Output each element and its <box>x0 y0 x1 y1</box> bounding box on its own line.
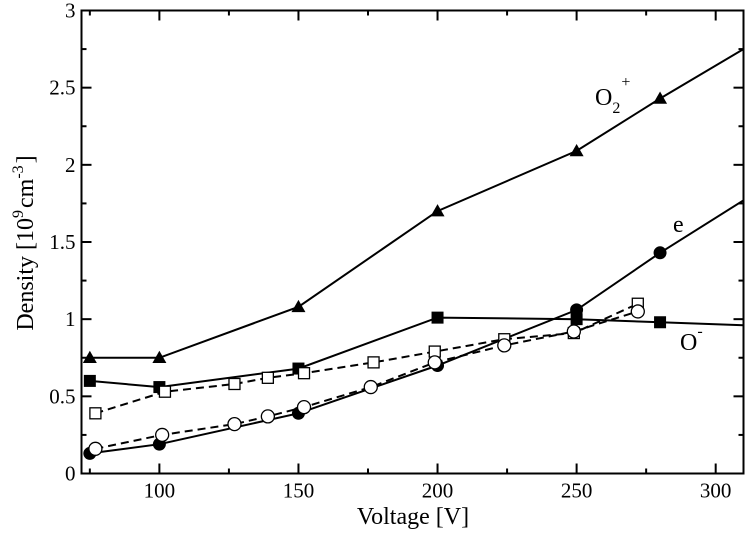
x-tick-label: 100 <box>144 479 176 503</box>
data-point <box>261 371 275 384</box>
y-tick-label: 2 <box>65 153 76 177</box>
series-0 <box>82 48 744 363</box>
series-label-e: e <box>673 212 684 238</box>
x-axis-title: Voltage [V] <box>357 504 469 530</box>
data-point <box>152 350 167 363</box>
data-point <box>155 427 170 443</box>
y-axis-title-end: ] <box>13 155 39 163</box>
series-label-ominus: O- <box>680 323 703 356</box>
series-4 <box>88 304 645 456</box>
y-tick-label: 1 <box>65 307 76 331</box>
o2plus-label-sup: + <box>621 74 630 91</box>
data-point <box>653 246 667 260</box>
ominus-label-sup: - <box>697 323 702 340</box>
o2plus-label-main: O <box>595 85 612 111</box>
ominus-label-main: O <box>680 330 697 356</box>
series-line <box>89 199 744 455</box>
data-point <box>227 416 242 432</box>
series-2 <box>83 311 744 394</box>
series-line <box>89 316 744 389</box>
data-point <box>430 204 445 217</box>
data-point <box>570 303 584 317</box>
series-label-o2plus: O2+ <box>595 74 630 117</box>
data-point <box>296 399 312 415</box>
data-point <box>570 313 583 326</box>
series-1 <box>83 199 744 460</box>
series-line <box>95 310 639 450</box>
x-tick-label: 150 <box>283 479 315 503</box>
data-point <box>427 355 442 370</box>
data-point <box>297 367 311 380</box>
y-tick-label: 0.5 <box>49 384 75 408</box>
data-point <box>497 338 512 353</box>
data-point <box>630 304 645 319</box>
y-tick-label: 3 <box>65 0 76 23</box>
x-tick-label: 200 <box>422 479 454 503</box>
data-point <box>83 374 96 387</box>
data-point <box>158 385 172 398</box>
data-point <box>569 143 584 157</box>
y-axis-title-exp2: -3 <box>10 165 27 178</box>
o2plus-label-sub: 2 <box>612 100 620 117</box>
y-axis-title: Density [109 cm-3] <box>10 155 39 330</box>
data-point <box>291 299 306 313</box>
series-line <box>95 302 639 415</box>
data-point <box>260 409 276 424</box>
data-point <box>566 324 581 339</box>
data-point <box>363 379 378 395</box>
data-point <box>228 377 241 391</box>
y-tick-label: 0 <box>65 462 76 486</box>
x-tick-label: 300 <box>700 479 732 503</box>
data-point <box>367 356 380 369</box>
data-point <box>89 407 102 420</box>
x-tick-label: 250 <box>561 479 593 503</box>
series-line <box>89 48 744 359</box>
data-point <box>431 311 444 324</box>
y-tick-label: 2.5 <box>49 76 75 100</box>
data-point <box>82 350 97 363</box>
y-axis-title-main: Density [10 <box>13 218 39 331</box>
y-axis-title-mid: cm <box>13 178 39 208</box>
data-series <box>82 48 744 460</box>
y-tick-label: 1.5 <box>49 230 75 254</box>
axis-ticks: 100 150 200 250 300 0 0.5 1 1.5 2 2.5 3 <box>49 0 744 503</box>
plot-frame <box>80 9 745 475</box>
data-point <box>88 441 103 456</box>
data-point <box>653 91 668 104</box>
data-point <box>654 316 667 329</box>
y-axis-title-exp1: 9 <box>10 210 27 218</box>
